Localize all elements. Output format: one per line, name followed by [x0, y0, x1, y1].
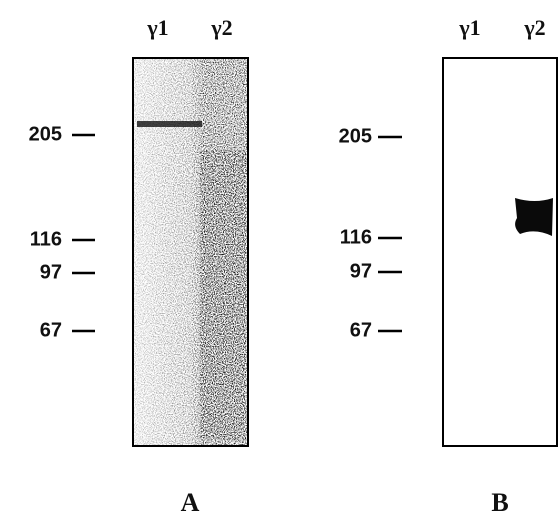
marker-label: 116: [340, 226, 372, 248]
marker-label: 97: [40, 261, 62, 283]
lane-label: γ1: [146, 15, 168, 40]
marker-label: 205: [339, 125, 372, 147]
blot-a: [133, 58, 248, 446]
panel-label: B: [491, 488, 508, 517]
marker-label: 116: [30, 228, 62, 250]
marker-label: 67: [350, 319, 372, 341]
lane-label: γ2: [210, 15, 232, 40]
figure: Aγ1 γ2 205 116 97 67 Bγ1 γ2 205 116 97 67: [0, 0, 559, 525]
marker-label: 67: [40, 319, 62, 341]
lane-label: γ1: [458, 15, 480, 40]
blot-b: [443, 58, 557, 446]
panel-label: A: [181, 488, 200, 517]
lane-label: γ2: [523, 15, 545, 40]
marker-label: 205: [29, 123, 62, 145]
marker-label: 97: [350, 260, 372, 282]
